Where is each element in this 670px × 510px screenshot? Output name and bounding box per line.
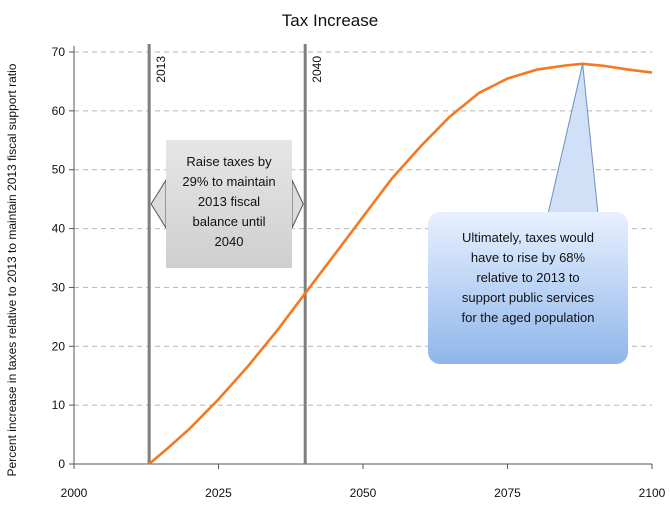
arrow-left-head: [150, 178, 167, 230]
annotation-line: relative to 2013 to: [476, 270, 580, 285]
y-tick-label-40: 40: [52, 222, 66, 236]
annotation-line: 2040: [214, 234, 244, 249]
annotation-line: Raise taxes by: [186, 154, 272, 169]
y-tick-label-30: 30: [52, 280, 66, 294]
chart-title: Tax Increase: [282, 11, 378, 30]
reference-lines: 2013 2040: [147, 44, 324, 464]
annotation-arrows: [150, 63, 599, 230]
x-tick-label-2000: 2000: [61, 486, 88, 500]
y-axis-label: Percent increase in taxes relative to 20…: [5, 63, 19, 476]
series-group: [148, 62, 653, 465]
annotation-ultimately: Ultimately, taxes would have to rise by 6…: [428, 212, 628, 364]
x-tick-label-2075: 2075: [494, 486, 521, 500]
annotation-line: for the aged population: [461, 310, 595, 325]
callout-pointer: [547, 63, 599, 215]
annotation-line: have to rise by 68%: [470, 250, 586, 265]
y-tick-label-50: 50: [52, 163, 66, 177]
arrow-right-head: [291, 179, 304, 229]
y-tick-labels: 0 10 20 30 40 50 60 70: [52, 45, 66, 471]
series-line-0: [148, 62, 653, 465]
annotation-line: balance until: [192, 214, 266, 229]
y-tick-label-60: 60: [52, 104, 66, 118]
vline-label-2040: 2040: [310, 56, 324, 83]
x-tick-label-2025: 2025: [205, 486, 232, 500]
y-tick-label-0: 0: [58, 457, 65, 471]
x-tick-labels: 2000 2025 2050 2075 2100: [61, 486, 666, 500]
annotation-line: 29% to maintain: [182, 174, 276, 189]
annotation-line: Ultimately, taxes would: [462, 230, 594, 245]
annotation-line: support public services: [461, 290, 595, 305]
x-tick-label-2100: 2100: [639, 486, 666, 500]
y-tick-label-10: 10: [52, 398, 66, 412]
y-tick-label-20: 20: [52, 339, 66, 353]
annotation-raise-taxes: Raise taxes by 29% to maintain 2013 fiscal…: [166, 140, 292, 268]
vline-label-2013: 2013: [154, 56, 168, 83]
gridlines: [69, 46, 653, 469]
annotation-line: 2013 fiscal: [197, 194, 261, 209]
x-tick-label-2050: 2050: [350, 486, 377, 500]
y-tick-label-70: 70: [52, 45, 66, 59]
